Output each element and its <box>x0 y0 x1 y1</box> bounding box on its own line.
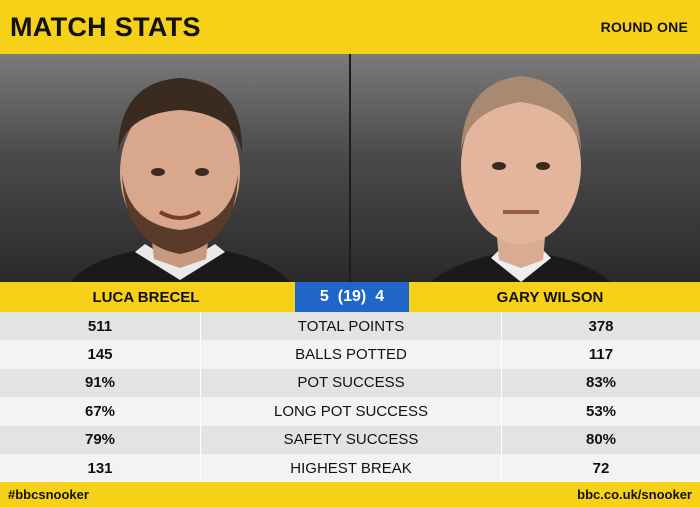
stat-left-value: 91% <box>84 374 116 392</box>
stat-left-value: 145 <box>87 346 113 364</box>
player-name-bar: LUCA BRECEL 5 (19) 4 GARY WILSON <box>0 282 700 312</box>
stat-label: SAFETY SUCCESS <box>200 425 502 454</box>
stats-row: 145 BALLS POTTED 117 <box>0 340 700 369</box>
stats-table: 511 TOTAL POINTS 378 145 BALLS POTTED 11… <box>0 312 700 483</box>
player-photo-left <box>0 54 349 282</box>
stat-left-value: 79% <box>84 431 116 449</box>
player-name-right: GARY WILSON <box>496 288 604 306</box>
stats-row: 67% LONG POT SUCCESS 53% <box>0 397 700 426</box>
stat-label: LONG POT SUCCESS <box>200 397 502 426</box>
stat-right-value: 378 <box>588 317 614 335</box>
stat-right-value: 83% <box>585 374 617 392</box>
stat-right-value: 72 <box>592 459 610 477</box>
score-frames: (19) <box>337 288 367 305</box>
stat-label: BALLS POTTED <box>200 340 502 369</box>
stats-row: 511 TOTAL POINTS 378 <box>0 312 700 341</box>
footer-bar: #bbcsnooker bbc.co.uk/snooker <box>0 482 700 507</box>
stat-left-value: 511 <box>87 317 113 335</box>
stats-row: 91% POT SUCCESS 83% <box>0 368 700 398</box>
stats-row: 131 HIGHEST BREAK 72 <box>0 453 700 483</box>
score-right: 4 <box>375 288 385 305</box>
player-right-portrait-icon <box>431 76 611 282</box>
stat-right-value: 53% <box>585 402 617 420</box>
frame-score: 5 (19) 4 <box>295 282 409 312</box>
player-name-left: LUCA BRECEL <box>92 288 200 306</box>
stat-label: HIGHEST BREAK <box>200 453 502 483</box>
score-left: 5 <box>319 288 329 305</box>
stat-label: POT SUCCESS <box>200 368 502 398</box>
header-bar: MATCH STATS ROUND ONE <box>0 0 700 54</box>
player-left-portrait-icon <box>70 78 290 282</box>
round-label: ROUND ONE <box>600 19 688 35</box>
player-photos <box>0 54 700 282</box>
stat-left-value: 67% <box>84 402 116 420</box>
stats-row: 79% SAFETY SUCCESS 80% <box>0 425 700 454</box>
page-title: MATCH STATS <box>10 11 201 42</box>
player-photo-right <box>349 54 700 282</box>
stat-right-value: 80% <box>585 431 617 449</box>
stat-right-value: 117 <box>588 346 614 364</box>
website-text: bbc.co.uk/snooker <box>577 487 692 502</box>
hashtag-text: #bbcsnooker <box>8 487 89 502</box>
stat-label: TOTAL POINTS <box>200 312 502 341</box>
stat-left-value: 131 <box>87 459 113 477</box>
